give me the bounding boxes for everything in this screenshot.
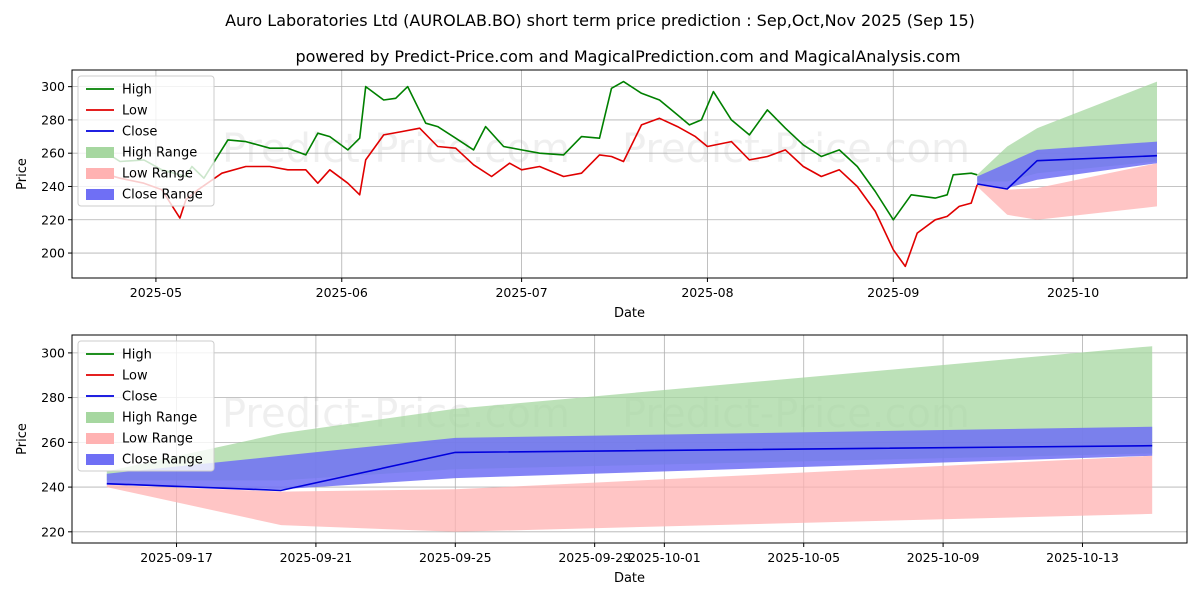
panel2-y-tick-label: 280 [41,390,65,405]
panel2-x-tick-label: 2025-09-17 [140,550,213,565]
panel1-y-tick-label: 240 [41,179,65,194]
panel2-legend-label-high: High [122,348,152,363]
panel2-close-line [106,444,1153,492]
panel2-x-tick-label: 2025-09-29 [558,550,631,565]
panel2-x-tick-label: 2025-10-09 [907,550,980,565]
panel1-y-tick-label: 260 [41,146,65,161]
panel1-x-tick-label: 2025-10 [1047,285,1099,300]
panel2-legend-label-high-range: High Range [122,411,197,426]
panel1-legend-label-high: High [122,83,152,98]
panel2-x-tick-label: 2025-09-21 [280,550,353,565]
panel1-legend-label-low-range: Low Range [122,167,193,182]
panel2-x-tick-label: 2025-10-01 [628,550,701,565]
panel2-x-tick-label: 2025-09-25 [419,550,492,565]
panel2-x-tick-label: 2025-10-05 [767,550,840,565]
panel1-low-line [101,117,978,268]
panel1-x-tick-label: 2025-06 [316,285,368,300]
panel1-y-tick-label: 300 [41,79,65,94]
panel1-high-line [101,80,978,221]
panel2-legend-swatch-high-range [86,412,114,423]
panel2-x-tick-label: 2025-10-13 [1046,550,1119,565]
panel1-legend-label-high-range: High Range [122,146,197,161]
panel2-close-range-band [106,426,1153,490]
panel1-y-tick-label: 200 [41,246,65,261]
chart-subtitle: powered by Predict-Price.com and Magical… [295,47,960,66]
panel2-y-tick-label: 240 [41,480,65,495]
panel1-legend-label-close-range: Close Range [122,188,203,203]
panel1-series-layer [101,80,1158,268]
panel2-axes-frame [71,334,1188,544]
panel2-legend-swatch-close-range [86,454,114,465]
panel1-y-tick-label: 280 [41,112,65,127]
panel2-legend: High Low Close High Range Low Range Close Ran… [77,340,215,472]
panel1-x-tick-label: 2025-07 [495,285,547,300]
panel1-y-axis-label: Price [15,158,30,190]
panel1-x-tick-label: 2025-05 [130,285,182,300]
panel1-watermark: Predict-Price.com [622,126,970,172]
chart-title: Auro Laboratories Ltd (AUROLAB.BO) short… [225,11,975,30]
panel1-x-tick-label: 2025-08 [681,285,733,300]
panel1-close-line [977,154,1158,190]
panel2-y-tick-label: 260 [41,435,65,450]
panel2-y-tick-label: 220 [41,524,65,539]
panel1-axes-frame [71,69,1188,279]
panel2-legend-label-low-range: Low Range [122,432,193,447]
panel2-low-range-band [106,455,1153,532]
panel1-x-axis-label: Date [614,306,645,321]
panel1-y-tick-label: 220 [41,212,65,227]
panel2-legend-label-close: Close [122,390,157,405]
panel1-close-range-band [977,141,1157,189]
panel2-plot: Predict-Price.comPredict-Price.com2025-0… [15,334,1188,586]
panel1-legend: High Low Close High Range Low Range Close Ran… [77,75,215,207]
panel1-plot: Predict-Price.com Predict-Price.com2025-0… [15,69,1188,321]
panel2-legend-label-close-range: Close Range [122,453,203,468]
panel1-legend-swatch-low-range [86,168,114,179]
panel2-x-axis-label: Date [614,571,645,586]
panel2-series-layer [106,346,1153,532]
panel1-legend-label-close: Close [122,125,157,140]
panel1-legend-label-low: Low [122,104,148,119]
panel1-low-range-band [977,163,1157,220]
panel2-y-axis-label: Price [15,423,30,455]
panel2-legend-label-low: Low [122,369,148,384]
panel1-x-tick-label: 2025-09 [867,285,919,300]
panel1-legend-swatch-high-range [86,147,114,158]
panel2-legend-swatch-low-range [86,433,114,444]
panel2-y-tick-label: 300 [41,345,65,360]
panel1-legend-swatch-close-range [86,189,114,200]
